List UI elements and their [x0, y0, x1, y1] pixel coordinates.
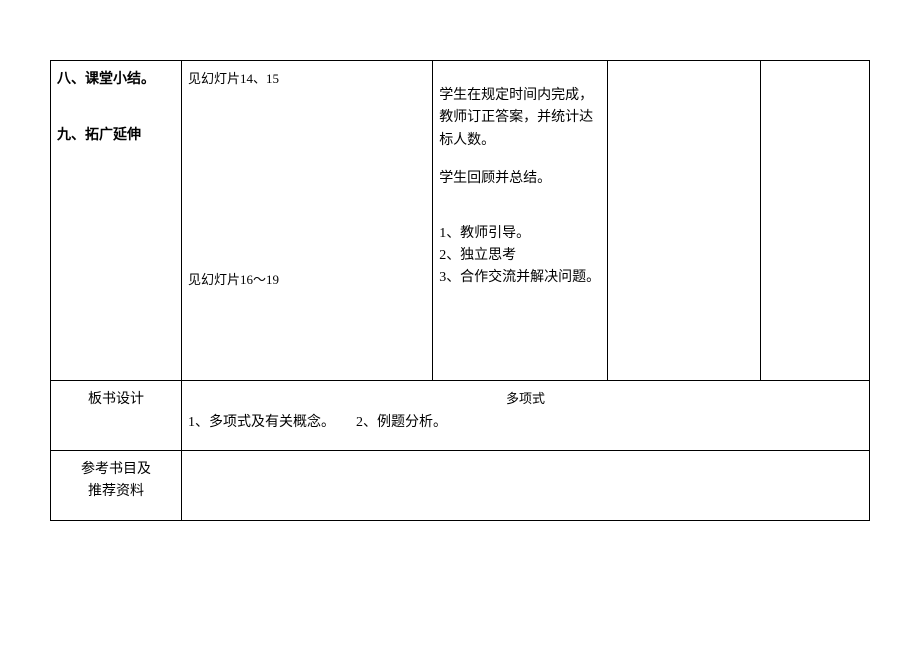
table-row: 八、课堂小结。 九、拓广延伸 见幻灯片14、15 见幻灯片16～19 学生在规定… — [51, 61, 870, 381]
table-row: 参考书目及 推荐资料 — [51, 451, 870, 521]
section-nine-heading: 九、拓广延伸 — [57, 125, 175, 147]
activities-cell: 学生在规定时间内完成，教师订正答案，并统计达标人数。 学生回顾并总结。 1、教师… — [433, 61, 608, 381]
section-headings-cell: 八、课堂小结。 九、拓广延伸 — [51, 61, 182, 381]
board-design-label: 板书设计 — [51, 381, 182, 451]
slide-ref-a: 见幻灯片14、15 — [188, 69, 426, 90]
references-content — [182, 451, 870, 521]
references-label: 参考书目及 推荐资料 — [51, 451, 182, 521]
references-label-l1: 参考书目及 — [57, 459, 175, 481]
slide-ref-b: 见幻灯片16～19 — [188, 270, 426, 291]
activity-p1: 学生在规定时间内完成，教师订正答案，并统计达标人数。 — [439, 85, 601, 152]
table-row: 板书设计 多项式 1、多项式及有关概念。 2、例题分析。 — [51, 381, 870, 451]
empty-cell-r1c4 — [607, 61, 760, 381]
board-item-2: 2、例题分析。 — [356, 415, 447, 430]
empty-cell-r1c5 — [760, 61, 869, 381]
board-title: 多项式 — [188, 389, 863, 410]
board-item-1: 1、多项式及有关概念。 — [188, 415, 335, 430]
section-eight-heading: 八、课堂小结。 — [57, 69, 175, 91]
activity-p2: 学生回顾并总结。 — [439, 168, 601, 190]
slide-refs-cell: 见幻灯片14、15 见幻灯片16～19 — [182, 61, 433, 381]
activity-p3-l3: 3、合作交流并解决问题。 — [439, 267, 601, 289]
activity-p3-l2: 2、独立思考 — [439, 245, 601, 267]
board-design-content: 多项式 1、多项式及有关概念。 2、例题分析。 — [182, 381, 870, 451]
lesson-plan-table: 八、课堂小结。 九、拓广延伸 见幻灯片14、15 见幻灯片16～19 学生在规定… — [50, 60, 870, 521]
activity-p3-l1: 1、教师引导。 — [439, 223, 601, 245]
references-label-l2: 推荐资料 — [57, 481, 175, 503]
board-line: 1、多项式及有关概念。 2、例题分析。 — [188, 410, 863, 435]
